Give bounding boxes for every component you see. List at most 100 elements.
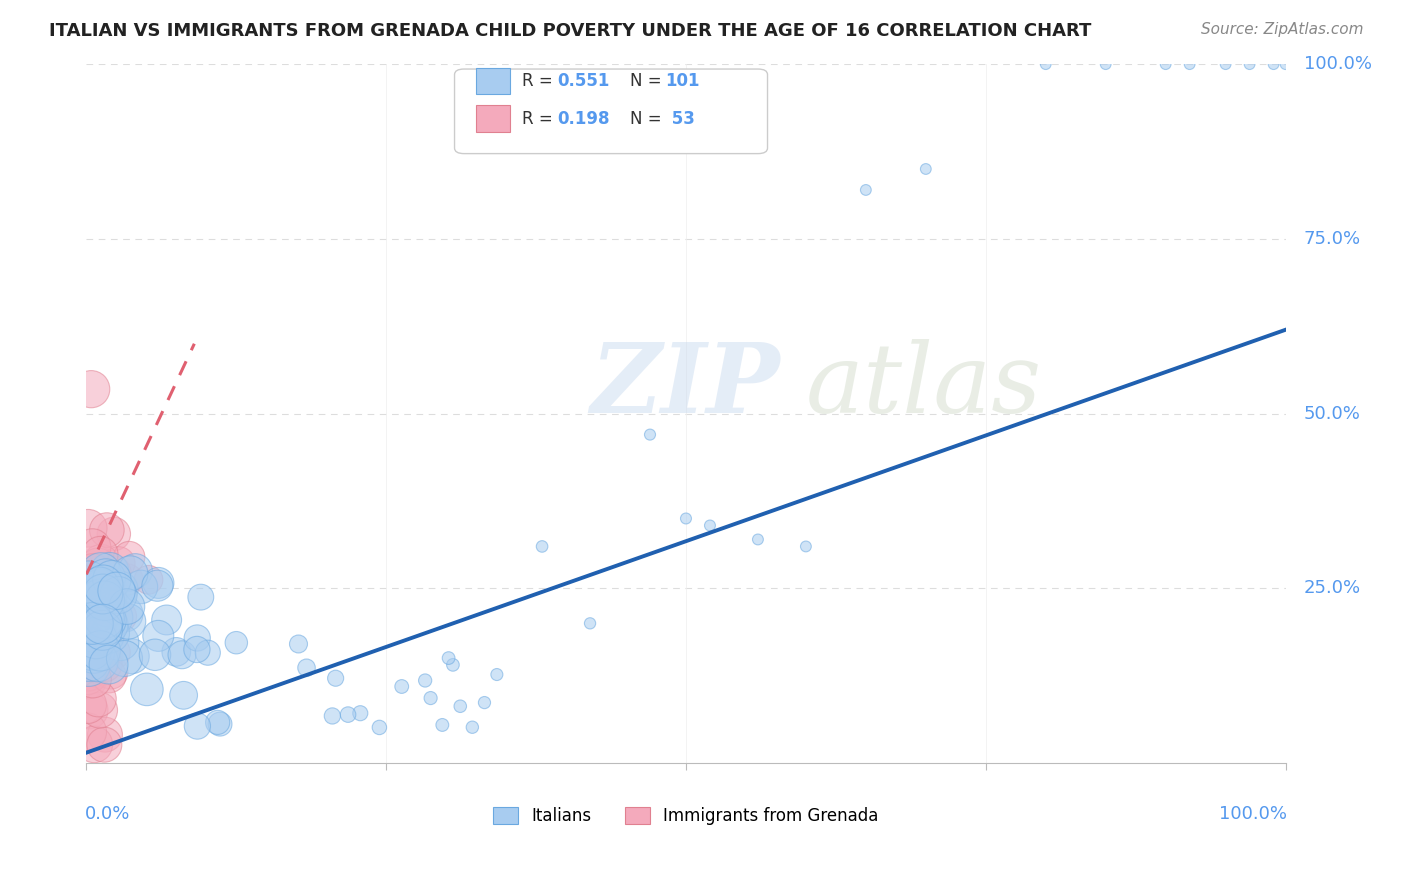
Point xyxy=(96,613,118,627)
Point xyxy=(84,573,107,587)
Text: Source: ZipAtlas.com: Source: ZipAtlas.com xyxy=(1201,22,1364,37)
Point xyxy=(485,667,508,681)
Point xyxy=(103,611,125,625)
Text: 25.0%: 25.0% xyxy=(1303,580,1361,598)
Point xyxy=(321,709,343,723)
Point xyxy=(89,703,111,717)
Point xyxy=(98,582,121,596)
Point xyxy=(82,673,104,687)
Point xyxy=(90,566,112,580)
Point xyxy=(89,644,111,658)
Point xyxy=(80,382,103,396)
Legend: Italians, Immigrants from Grenada: Italians, Immigrants from Grenada xyxy=(494,806,879,825)
Point xyxy=(94,571,117,585)
Point xyxy=(91,587,114,601)
Point xyxy=(148,576,170,591)
Point xyxy=(368,721,391,735)
Point xyxy=(441,657,464,672)
Point xyxy=(77,703,100,717)
Point xyxy=(84,565,107,579)
Point xyxy=(170,648,193,662)
Point xyxy=(84,581,107,595)
Point xyxy=(84,631,107,645)
Text: 50.0%: 50.0% xyxy=(1303,405,1361,423)
Point xyxy=(76,698,98,712)
Point xyxy=(82,601,104,615)
Point xyxy=(76,724,98,739)
Point xyxy=(100,665,122,679)
Point xyxy=(83,737,105,751)
Point xyxy=(96,600,118,615)
Point xyxy=(77,653,100,667)
Text: N =: N = xyxy=(630,72,666,90)
Text: 100.0%: 100.0% xyxy=(1303,55,1371,73)
Bar xyxy=(477,68,510,95)
Point xyxy=(110,635,132,649)
Point xyxy=(531,540,554,554)
Point xyxy=(93,612,115,626)
Point xyxy=(432,718,454,732)
Point xyxy=(103,527,125,541)
Point xyxy=(1094,57,1116,71)
Point xyxy=(197,646,219,660)
Point xyxy=(117,615,139,629)
Point xyxy=(77,658,100,673)
Bar xyxy=(477,105,510,132)
Point xyxy=(83,624,105,639)
Point xyxy=(114,651,136,665)
Point xyxy=(76,673,98,687)
Point xyxy=(1154,57,1177,71)
Point xyxy=(156,613,179,627)
Point xyxy=(91,617,114,632)
Point xyxy=(77,521,100,535)
Point xyxy=(82,607,104,622)
Text: ITALIAN VS IMMIGRANTS FROM GRENADA CHILD POVERTY UNDER THE AGE OF 16 CORRELATION: ITALIAN VS IMMIGRANTS FROM GRENADA CHILD… xyxy=(49,22,1091,40)
Point xyxy=(117,573,139,587)
Point xyxy=(129,580,152,594)
Point xyxy=(84,628,107,642)
Point xyxy=(83,645,105,659)
Point xyxy=(82,541,104,555)
Point xyxy=(77,575,100,590)
Point xyxy=(103,646,125,660)
Text: 0.198: 0.198 xyxy=(558,110,610,128)
Point xyxy=(699,518,721,533)
Point xyxy=(80,611,103,625)
Text: R =: R = xyxy=(522,110,558,128)
Text: 0.551: 0.551 xyxy=(558,72,610,90)
Point xyxy=(94,728,117,742)
Text: N =: N = xyxy=(630,110,666,128)
Point xyxy=(143,648,166,662)
Point xyxy=(186,631,208,645)
Point xyxy=(208,717,231,731)
Text: 53: 53 xyxy=(665,110,695,128)
Point xyxy=(86,612,108,626)
Point xyxy=(121,649,143,664)
Point xyxy=(93,738,115,752)
Text: ZIP: ZIP xyxy=(591,339,780,433)
Point xyxy=(76,638,98,652)
Point xyxy=(105,583,128,598)
Point xyxy=(77,591,100,606)
Point xyxy=(76,641,98,656)
Point xyxy=(337,707,360,722)
Point xyxy=(474,696,496,710)
Point xyxy=(89,580,111,594)
Point xyxy=(77,636,100,650)
Text: 100.0%: 100.0% xyxy=(1219,805,1286,823)
Point xyxy=(325,671,347,685)
Point xyxy=(413,673,436,688)
Point xyxy=(97,591,120,605)
Point xyxy=(96,523,118,537)
Text: 0.0%: 0.0% xyxy=(86,805,131,823)
Point xyxy=(120,566,142,581)
Point xyxy=(91,624,114,638)
Point xyxy=(124,564,146,578)
Point xyxy=(76,668,98,682)
Point xyxy=(1035,57,1057,71)
Point xyxy=(186,642,208,657)
Point xyxy=(437,651,460,665)
Point xyxy=(79,642,101,657)
Point xyxy=(94,649,117,664)
Point xyxy=(675,511,697,525)
